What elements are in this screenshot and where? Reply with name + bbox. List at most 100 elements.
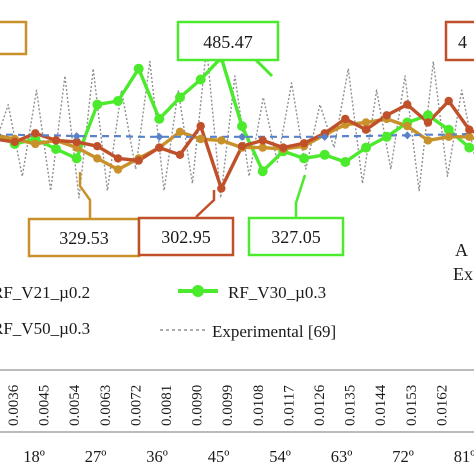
point-s0-22 (443, 124, 454, 135)
point-s1-11 (217, 136, 226, 145)
callout-bottom-right: 327.05 (247, 174, 345, 257)
point-s2-21 (423, 118, 433, 127)
point-s0-13 (257, 166, 268, 177)
point-s2-14 (279, 143, 288, 152)
secondary-tick-label: 0.0144 (373, 384, 389, 426)
point-s2-11 (217, 184, 226, 193)
point-s0-19 (381, 131, 392, 142)
point-s0-12 (237, 121, 247, 132)
secondary-tick-label: 0.0099 (220, 385, 236, 426)
angle-tick-label: 54º (269, 447, 291, 466)
point-s3-16 (320, 132, 329, 141)
secondary-tick-label: 0.0063 (98, 385, 114, 426)
point-s1-6 (113, 165, 123, 174)
point-s1-10 (196, 134, 205, 144)
angle-tick-label: 81º (454, 447, 474, 466)
callout-top-right-text: 4 (458, 32, 467, 52)
marker-layer (9, 52, 474, 193)
legend-label-experimental: Experimental [69] (212, 322, 336, 341)
legend-item-rf-v30: RF_V30_µ0.3 (178, 283, 326, 302)
plot-area (0, 46, 474, 199)
point-s3-8 (155, 132, 164, 141)
angle-tick-label: 27º (85, 447, 107, 466)
secondary-tick-label: 0.0126 (312, 384, 328, 426)
point-s1-17 (341, 120, 350, 129)
point-s0-18 (361, 142, 371, 153)
point-s2-20 (403, 100, 412, 109)
point-s2-8 (155, 143, 164, 152)
point-s2-23 (465, 125, 474, 134)
point-s2-18 (361, 125, 371, 134)
legend-item-experimental: Experimental [69] (160, 322, 336, 341)
point-s0-8 (154, 113, 165, 124)
point-s2-4 (72, 137, 81, 147)
point-s2-9 (175, 150, 185, 159)
side-text-1: A (455, 240, 468, 260)
callout-bottom-middle: 302.95 (137, 190, 235, 257)
experimental-series-layer (0, 46, 474, 199)
point-s0-15 (299, 153, 309, 164)
secondary-tick-label: 0.0108 (251, 385, 267, 426)
point-s2-13 (258, 136, 267, 145)
point-s0-21 (423, 110, 433, 121)
secondary-tick-label: 0.0117 (281, 385, 297, 426)
point-s0-9 (175, 92, 185, 103)
point-s1-22 (444, 132, 453, 141)
series-line-4 (0, 46, 474, 199)
point-s1-13 (258, 143, 267, 152)
callout-bottom-middle-text: 302.95 (161, 227, 211, 247)
point-s2-5 (93, 142, 102, 151)
point-s2-1 (10, 137, 19, 147)
legend-item-rf-v21: RF_V21_µ0.2 (0, 283, 90, 302)
secondary-tick-label: 0.0090 (190, 385, 206, 426)
secondary-tick-label: 0.0072 (128, 385, 144, 426)
point-s0-6 (113, 96, 123, 106)
point-s1-21 (423, 136, 433, 145)
point-s2-12 (237, 142, 247, 151)
secondary-tick-label: 0.0081 (159, 385, 175, 426)
point-s1-20 (403, 121, 412, 131)
point-s2-22 (444, 96, 453, 106)
point-s3-12 (238, 132, 246, 141)
point-s1-23 (465, 132, 474, 141)
angle-tick-label: 45º (208, 447, 230, 466)
secondary-tick-labels: 0.0036 0.0045 0.0054 0.0063 0.0072 0.0081 0.00… (6, 384, 450, 426)
axis-table: 0.0036 0.0045 0.0054 0.0063 0.0072 0.0081 0.00… (0, 369, 474, 466)
secondary-tick-label: 0.0135 (343, 385, 359, 426)
point-s0-17 (340, 157, 351, 167)
legend-label-rf-v21: RF_V21_µ0.2 (0, 283, 90, 302)
legend-label-rf-v50: RF_V50_µ0.3 (0, 319, 90, 338)
side-text-2: Ex (453, 264, 473, 284)
point-s0-7 (133, 63, 144, 74)
angle-tick-labels: 18º 27º 36º 45º 54º 63º 72º 81º (23, 447, 474, 466)
point-s1-5 (93, 154, 102, 163)
point-s0-23 (464, 142, 474, 153)
point-s2-6 (113, 154, 123, 163)
angle-tick-label: 18º (23, 447, 45, 466)
point-s2-3 (51, 136, 61, 145)
angle-tick-label: 72º (392, 447, 414, 466)
point-s3-4 (72, 132, 81, 141)
legend: RF_V21_µ0.2 RF_V30_µ0.3 RF_V50_µ0.3 Expe… (0, 283, 336, 341)
point-s1-2 (31, 139, 40, 149)
point-s0-10 (195, 74, 206, 85)
point-s2-15 (299, 139, 309, 148)
legend-item-rf-v50: RF_V50_µ0.3 (0, 319, 90, 338)
callout-top-left (0, 20, 28, 56)
secondary-tick-label: 0.0045 (37, 385, 53, 426)
point-s2-17 (341, 114, 350, 124)
angle-tick-label: 63º (331, 447, 353, 466)
point-s0-5 (92, 99, 103, 110)
callout-bottom-left-text: 329.53 (59, 228, 109, 248)
angle-tick-label: 36º (146, 447, 168, 466)
callout-top-center: 485.47 (176, 20, 280, 78)
point-s1-9 (175, 127, 185, 136)
point-s0-3 (51, 144, 61, 154)
callout-top-right: 4 (444, 20, 474, 62)
point-s2-7 (134, 156, 143, 165)
point-s0-16 (319, 149, 330, 160)
secondary-tick-label: 0.0036 (6, 384, 22, 426)
legend-label-rf-v30: RF_V30_µ0.3 (228, 283, 326, 302)
point-s2-10 (196, 121, 205, 131)
